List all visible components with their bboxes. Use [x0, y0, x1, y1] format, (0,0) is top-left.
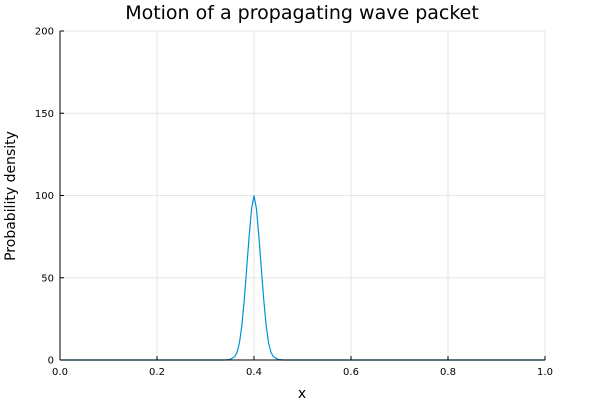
y-tick-label: 100	[35, 191, 54, 202]
y-tick-label: 200	[35, 27, 54, 38]
chart-title: Motion of a propagating wave packet	[125, 2, 479, 24]
axes	[59, 30, 546, 361]
x-tick-label: 0.8	[440, 367, 456, 378]
y-tick-label: 50	[41, 273, 54, 284]
x-tick-label: 1.0	[537, 367, 553, 378]
y-axis-label: Probability density	[3, 131, 19, 261]
x-tick-label: 0.2	[149, 367, 165, 378]
x-axis-label: x	[298, 386, 306, 400]
y-tick-label: 0	[48, 356, 54, 367]
x-tick-label: 0.4	[246, 367, 262, 378]
x-tick-label: 0.6	[343, 367, 359, 378]
y-tick-label: 150	[35, 109, 54, 120]
grid	[59, 30, 546, 361]
tick-labels: 0.0 0.2 0.4 0.6 0.8 1.0 0 50 100 150 200	[35, 27, 553, 379]
x-tick-label: 0.0	[52, 367, 68, 378]
